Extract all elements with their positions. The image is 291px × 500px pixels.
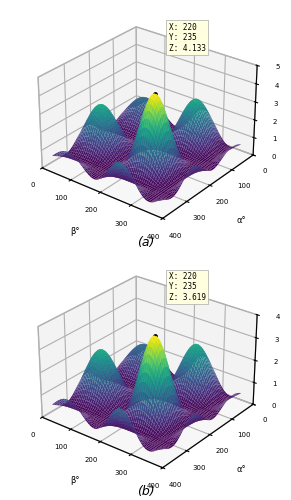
X-axis label: β°: β° <box>70 476 80 486</box>
Y-axis label: α°: α° <box>237 466 246 474</box>
Text: X: 220
Y: 235
Z: 3.619: X: 220 Y: 235 Z: 3.619 <box>169 272 206 302</box>
Text: (a): (a) <box>137 236 154 249</box>
Text: X: 220
Y: 235
Z: 4.133: X: 220 Y: 235 Z: 4.133 <box>169 23 206 52</box>
Y-axis label: α°: α° <box>237 216 246 225</box>
X-axis label: β°: β° <box>70 227 80 236</box>
Text: (b): (b) <box>137 485 154 498</box>
